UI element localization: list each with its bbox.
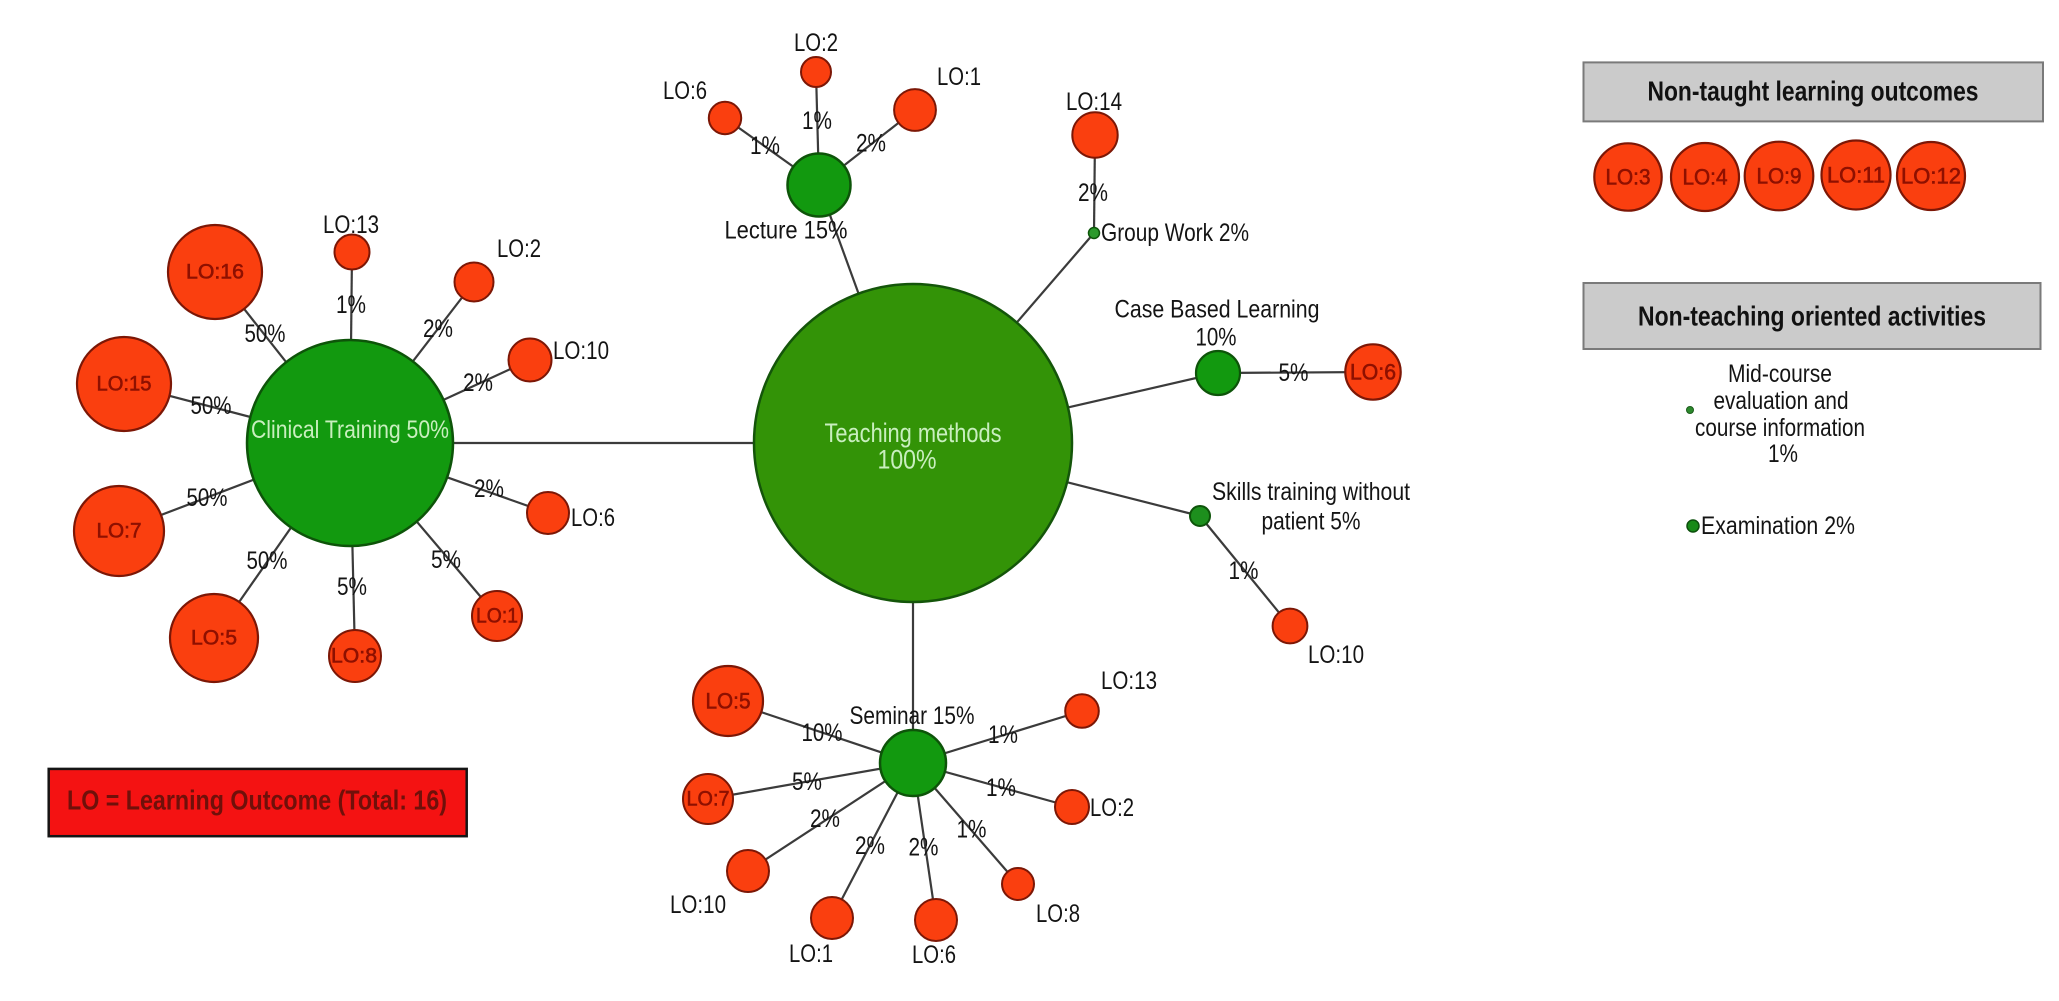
svg-text:LO:7: LO:7 <box>687 788 730 811</box>
svg-text:LO:10: LO:10 <box>553 337 609 365</box>
svg-text:LO:1: LO:1 <box>789 940 833 968</box>
svg-text:LO:6: LO:6 <box>663 77 707 105</box>
svg-text:5%: 5% <box>1279 359 1309 387</box>
svg-text:50%: 50% <box>187 484 228 512</box>
svg-text:Non-taught learning outcomes: Non-taught learning outcomes <box>1648 76 1979 107</box>
svg-text:LO:6: LO:6 <box>912 941 956 969</box>
svg-text:2%: 2% <box>474 475 504 503</box>
svg-text:2%: 2% <box>423 315 453 343</box>
svg-text:LO:14: LO:14 <box>1066 88 1122 116</box>
svg-text:1%: 1% <box>986 774 1016 802</box>
svg-text:Lecture 15%: Lecture 15% <box>725 217 848 245</box>
svg-text:5%: 5% <box>337 573 367 601</box>
svg-text:Examination 2%: Examination 2% <box>1701 512 1855 540</box>
svg-text:LO:10: LO:10 <box>1308 641 1364 669</box>
svg-text:LO:7: LO:7 <box>97 520 142 543</box>
svg-text:2%: 2% <box>909 834 939 862</box>
svg-text:1%: 1% <box>957 816 987 844</box>
svg-text:LO:2: LO:2 <box>1090 794 1134 822</box>
svg-text:2%: 2% <box>810 805 840 833</box>
svg-text:1%: 1% <box>336 291 366 319</box>
svg-text:10%: 10% <box>1196 324 1237 352</box>
svg-text:LO = Learning Outcome (Total:: LO = Learning Outcome (Total: 16) <box>67 785 447 816</box>
svg-text:5%: 5% <box>792 768 822 796</box>
svg-text:2%: 2% <box>855 832 885 860</box>
svg-text:LO:16: LO:16 <box>186 261 244 284</box>
svg-text:Teaching methods: Teaching methods <box>825 418 1002 448</box>
svg-text:LO:10: LO:10 <box>670 891 726 919</box>
svg-text:Group Work 2%: Group Work 2% <box>1101 219 1249 247</box>
svg-text:2%: 2% <box>1078 179 1108 207</box>
svg-text:LO:11: LO:11 <box>1827 163 1885 188</box>
svg-text:LO:5: LO:5 <box>191 627 237 650</box>
svg-text:LO:3: LO:3 <box>1606 165 1651 190</box>
svg-text:Non-teaching oriented activiti: Non-teaching oriented activities <box>1638 301 1986 332</box>
svg-text:10%: 10% <box>802 719 843 747</box>
svg-text:2%: 2% <box>463 369 493 397</box>
svg-text:1%: 1% <box>750 132 780 160</box>
svg-text:LO:6: LO:6 <box>571 504 615 532</box>
svg-text:LO:9: LO:9 <box>1757 164 1802 189</box>
svg-text:50%: 50% <box>247 547 288 575</box>
svg-text:1%: 1% <box>1229 557 1259 585</box>
svg-text:LO:15: LO:15 <box>97 373 152 396</box>
svg-text:50%: 50% <box>245 320 286 348</box>
svg-text:1%: 1% <box>802 107 832 135</box>
svg-text:100%: 100% <box>878 445 937 475</box>
svg-text:Seminar 15%: Seminar 15% <box>850 702 975 730</box>
svg-text:Case Based Learning: Case Based Learning <box>1115 296 1320 324</box>
svg-text:LO:2: LO:2 <box>497 235 541 263</box>
svg-text:LO:8: LO:8 <box>331 645 377 668</box>
svg-text:1%: 1% <box>988 721 1018 749</box>
svg-text:LO:12: LO:12 <box>1901 164 1961 189</box>
svg-text:LO:13: LO:13 <box>323 211 379 239</box>
svg-text:LO:2: LO:2 <box>794 29 838 57</box>
svg-text:course information: course information <box>1695 414 1865 442</box>
svg-text:LO:4: LO:4 <box>1683 165 1728 190</box>
svg-text:Mid-course: Mid-course <box>1728 360 1832 388</box>
svg-text:LO:6: LO:6 <box>1350 360 1396 385</box>
svg-text:1%: 1% <box>1768 440 1798 468</box>
svg-text:LO:13: LO:13 <box>1101 667 1157 695</box>
svg-text:50%: 50% <box>191 392 232 420</box>
svg-text:Clinical Training 50%: Clinical Training 50% <box>251 416 449 444</box>
svg-text:LO:1: LO:1 <box>937 63 981 91</box>
svg-text:patient 5%: patient 5% <box>1262 508 1361 536</box>
svg-text:evaluation and: evaluation and <box>1714 387 1849 415</box>
svg-text:LO:8: LO:8 <box>1036 900 1080 928</box>
svg-text:LO:1: LO:1 <box>476 605 518 628</box>
svg-text:5%: 5% <box>431 546 461 574</box>
svg-text:LO:5: LO:5 <box>706 689 751 714</box>
svg-text:2%: 2% <box>856 130 886 158</box>
svg-text:Skills training without: Skills training without <box>1212 478 1410 506</box>
